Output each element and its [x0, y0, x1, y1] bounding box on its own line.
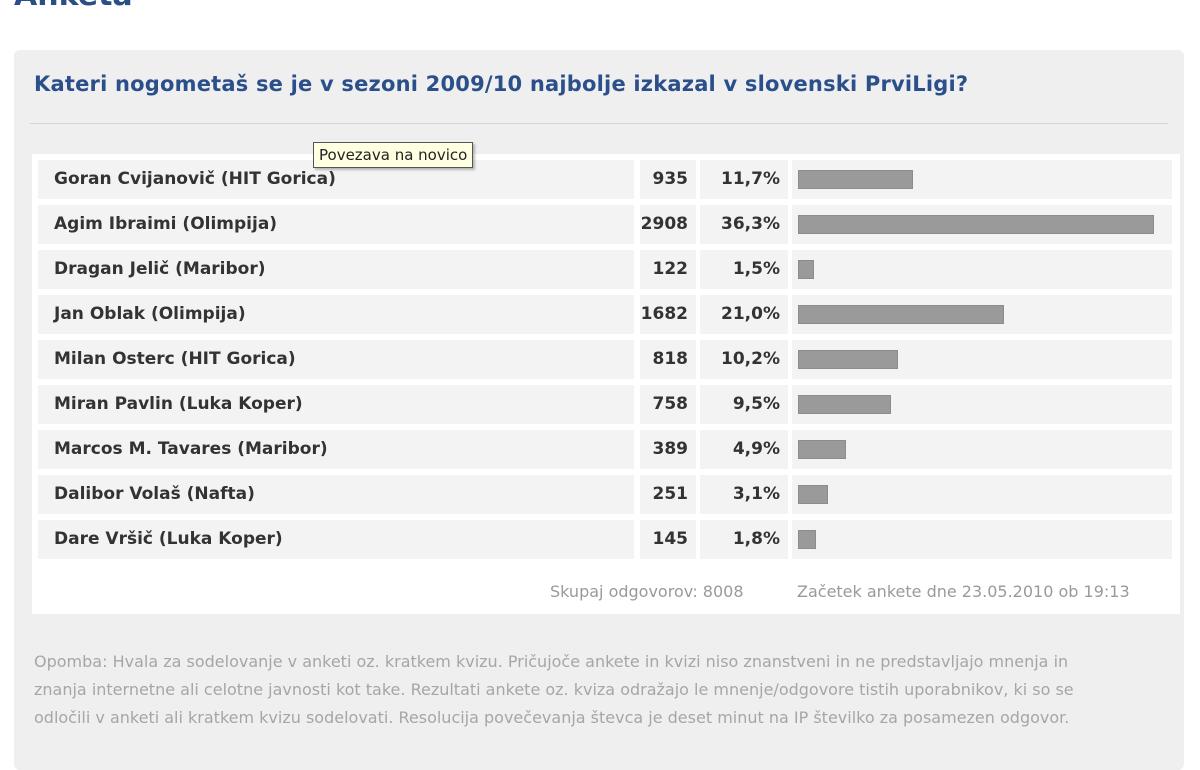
result-bar: [798, 395, 891, 414]
vote-percent: 10,2%: [700, 340, 788, 379]
bar-cell: [792, 385, 1172, 424]
vote-count: 818: [640, 340, 696, 379]
player-name-link[interactable]: Dalibor Volaš (Nafta): [38, 475, 634, 514]
vote-percent: 1,5%: [700, 250, 788, 289]
player-name-link[interactable]: Dare Vršič (Luka Koper): [38, 520, 634, 559]
vote-count: 251: [640, 475, 696, 514]
player-name-link[interactable]: Marcos M. Tavares (Maribor): [38, 430, 634, 469]
result-bar: [798, 305, 1004, 324]
result-bar: [798, 440, 846, 459]
total-answers: Skupaj odgovorov: 8008: [550, 582, 744, 601]
vote-percent: 3,1%: [700, 475, 788, 514]
player-name-link[interactable]: Dragan Jelič (Maribor): [38, 250, 634, 289]
bar-cell: [792, 205, 1172, 244]
title-divider: [30, 123, 1168, 124]
result-row: Milan Osterc (HIT Gorica) 818 10,2%: [38, 340, 1172, 379]
vote-percent: 1,8%: [700, 520, 788, 559]
bar-cell: [792, 430, 1172, 469]
result-bar: [798, 530, 816, 549]
result-row: Jan Oblak (Olimpija) 1682 21,0%: [38, 295, 1172, 334]
vote-percent: 21,0%: [700, 295, 788, 334]
page-header-title: Anketa: [14, 0, 133, 8]
disclaimer-note: Opomba: Hvala za sodelovanje v anketi oz…: [34, 652, 1074, 727]
vote-percent: 36,3%: [700, 205, 788, 244]
poll-start-date: Začetek ankete dne 23.05.2010 ob 19:13: [797, 582, 1130, 601]
result-bar: [798, 170, 913, 189]
result-row: Agim Ibraimi (Olimpija) 2908 36,3%: [38, 205, 1172, 244]
result-bar: [798, 260, 814, 279]
vote-percent: 4,9%: [700, 430, 788, 469]
result-bar: [798, 350, 898, 369]
player-name-link[interactable]: Miran Pavlin (Luka Koper): [38, 385, 634, 424]
vote-count: 1682: [640, 295, 696, 334]
bar-cell: [792, 160, 1172, 199]
result-row: Goran Cvijanovič (HIT Gorica) 935 11,7%: [38, 160, 1172, 199]
result-row: Dalibor Volaš (Nafta) 251 3,1%: [38, 475, 1172, 514]
player-name-link[interactable]: Jan Oblak (Olimpija): [38, 295, 634, 334]
link-tooltip: Povezava na novico: [313, 142, 474, 168]
bar-cell: [792, 475, 1172, 514]
result-row: Miran Pavlin (Luka Koper) 758 9,5%: [38, 385, 1172, 424]
bar-cell: [792, 250, 1172, 289]
bar-cell: [792, 340, 1172, 379]
vote-count: 935: [640, 160, 696, 199]
result-row: Dare Vršič (Luka Koper) 145 1,8%: [38, 520, 1172, 559]
result-bar: [798, 215, 1154, 234]
player-name-link[interactable]: Milan Osterc (HIT Gorica): [38, 340, 634, 379]
poll-panel: Kateri nogometaš se je v sezoni 2009/10 …: [14, 50, 1184, 770]
vote-percent: 11,7%: [700, 160, 788, 199]
result-row: Marcos M. Tavares (Maribor) 389 4,9%: [38, 430, 1172, 469]
bar-cell: [792, 520, 1172, 559]
vote-count: 145: [640, 520, 696, 559]
vote-count: 2908: [640, 205, 696, 244]
vote-percent: 9,5%: [700, 385, 788, 424]
bar-cell: [792, 295, 1172, 334]
vote-count: 758: [640, 385, 696, 424]
player-name-link[interactable]: Agim Ibraimi (Olimpija): [38, 205, 634, 244]
results-table: Goran Cvijanovič (HIT Gorica) 935 11,7% Agi…: [32, 154, 1180, 614]
poll-question: Kateri nogometaš se je v sezoni 2009/10 …: [34, 72, 969, 96]
vote-count: 122: [640, 250, 696, 289]
vote-count: 389: [640, 430, 696, 469]
result-bar: [798, 485, 828, 504]
result-row: Dragan Jelič (Maribor) 122 1,5%: [38, 250, 1172, 289]
